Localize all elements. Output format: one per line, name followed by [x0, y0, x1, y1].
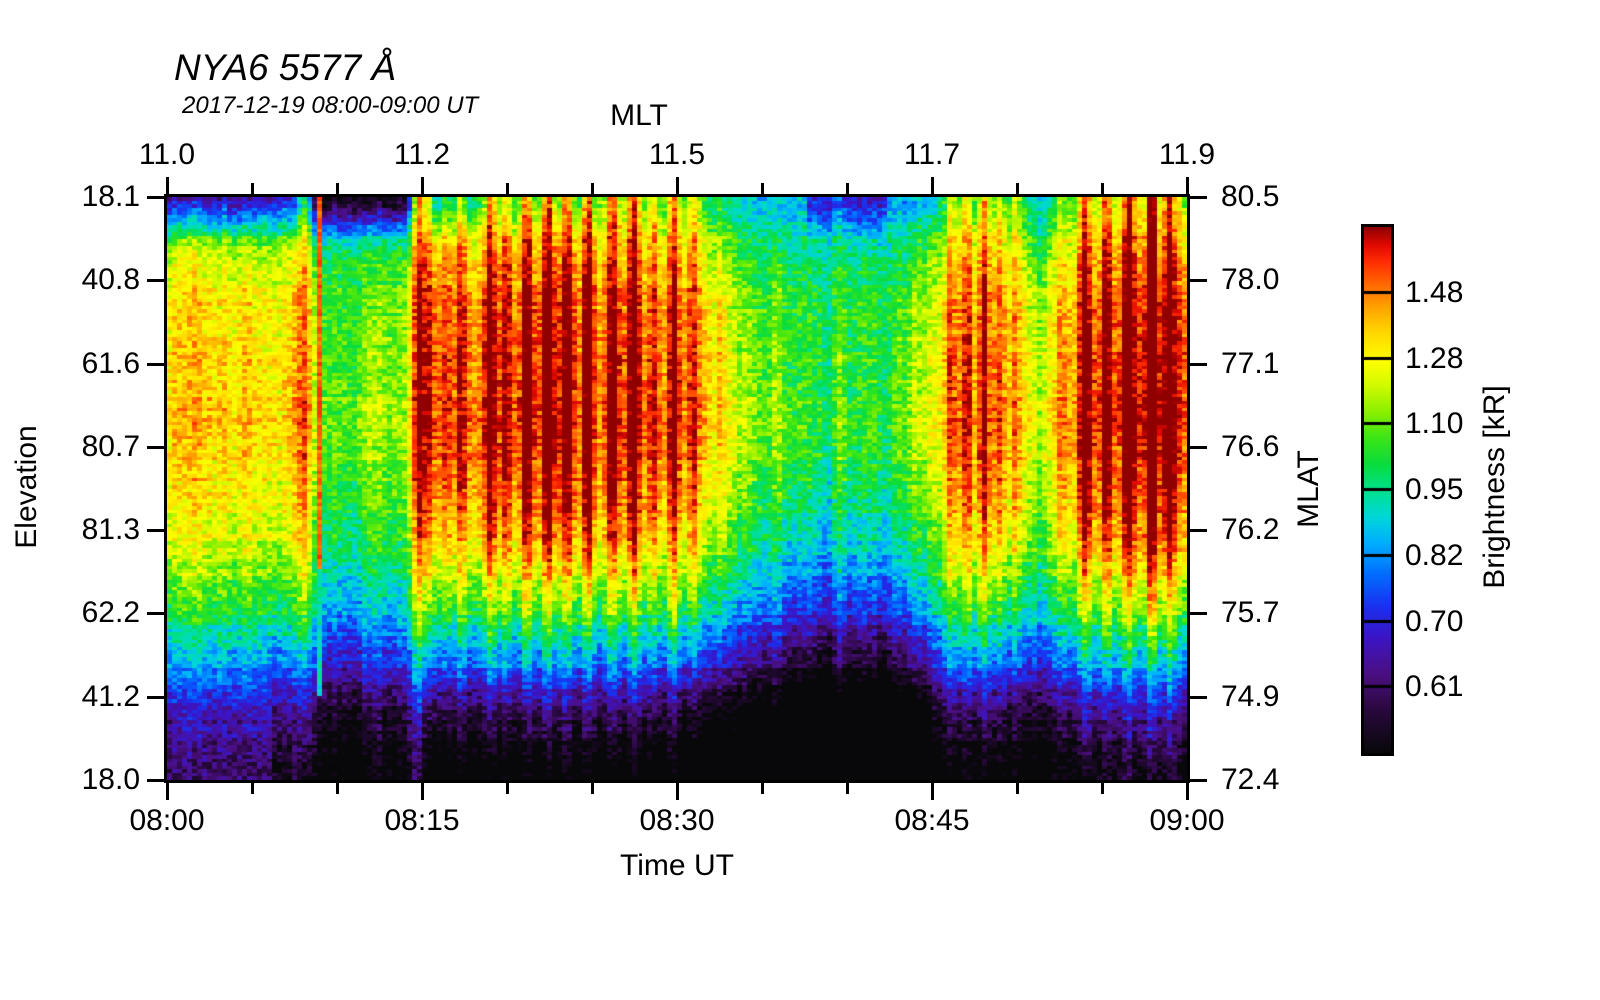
- right-tick: [1190, 696, 1207, 699]
- top-tick: [166, 177, 169, 194]
- top-tick: [1101, 183, 1104, 194]
- bottom-tick: [421, 783, 424, 800]
- right-tick-label: 77.1: [1221, 347, 1280, 380]
- plot-title: NYA6 5577 Å: [174, 47, 397, 88]
- top-tick: [761, 183, 764, 194]
- left-tick-label: 62.2: [81, 596, 140, 629]
- colorbar-frame: [1361, 224, 1394, 756]
- left-tick: [147, 446, 164, 449]
- top-tick: [336, 183, 339, 194]
- top-tick: [506, 183, 509, 194]
- bottom-tick-label: 08:00: [129, 804, 205, 837]
- right-tick: [1190, 363, 1207, 366]
- right-tick: [1190, 779, 1207, 782]
- bottom-tick: [1016, 783, 1019, 794]
- top-tick-label: 11.0: [138, 138, 196, 171]
- colorbar-gradient: [1364, 227, 1391, 753]
- left-tick: [147, 612, 164, 615]
- left-tick-label: 81.3: [81, 513, 140, 546]
- top-tick: [931, 177, 934, 194]
- colorbar-tick-label: 0.61: [1405, 670, 1464, 704]
- bottom-tick: [336, 783, 339, 794]
- colorbar-tick-label: 0.82: [1405, 538, 1464, 572]
- top-tick: [1186, 177, 1189, 194]
- bottom-tick: [591, 783, 594, 794]
- top-tick-label: 11.9: [1158, 138, 1216, 171]
- left-tick: [147, 696, 164, 699]
- right-tick-label: 80.5: [1221, 180, 1280, 213]
- top-tick: [846, 183, 849, 194]
- left-tick-label: 61.6: [81, 347, 140, 380]
- top-tick-label: 11.7: [903, 138, 961, 171]
- right-tick-label: 78.0: [1221, 263, 1280, 296]
- bottom-tick: [1186, 783, 1189, 800]
- bottom-tick: [506, 783, 509, 794]
- colorbar-tick-label: 0.95: [1405, 473, 1464, 506]
- bottom-tick: [166, 783, 169, 800]
- left-tick: [147, 779, 164, 782]
- top-tick: [421, 177, 424, 194]
- right-tick-label: 74.9: [1221, 680, 1280, 713]
- colorbar-tick-label: 1.10: [1405, 407, 1464, 441]
- top-tick: [676, 177, 679, 194]
- right-tick: [1190, 612, 1207, 615]
- top-tick-label: 11.5: [648, 138, 706, 171]
- left-tick-label: 18.1: [81, 180, 140, 213]
- bottom-tick: [251, 783, 254, 794]
- right-tick: [1190, 196, 1207, 199]
- right-tick-label: 72.4: [1221, 763, 1280, 796]
- bottom-tick: [1101, 783, 1104, 794]
- left-tick: [147, 529, 164, 532]
- bottom-axis-label: Time UT: [620, 849, 734, 882]
- left-tick: [147, 279, 164, 282]
- bottom-tick-label: 09:00: [1149, 804, 1225, 837]
- top-tick: [251, 183, 254, 194]
- bottom-tick-label: 08:30: [639, 804, 715, 837]
- left-tick-label: 40.8: [81, 263, 140, 296]
- left-tick: [147, 363, 164, 366]
- right-tick: [1190, 446, 1207, 449]
- right-tick-label: 75.7: [1221, 596, 1280, 629]
- plot-frame: [164, 194, 1190, 783]
- bottom-tick-label: 08:45: [894, 804, 970, 837]
- colorbar-tick-label: 1.28: [1405, 341, 1464, 375]
- top-tick: [1016, 183, 1019, 194]
- left-tick: [147, 196, 164, 199]
- bottom-tick: [846, 783, 849, 794]
- keogram-heatmap: [167, 197, 1187, 780]
- left-tick-label: 18.0: [81, 763, 140, 796]
- right-tick-label: 76.6: [1221, 430, 1280, 463]
- right-tick: [1190, 279, 1207, 282]
- right-tick-label: 76.2: [1221, 513, 1280, 546]
- bottom-tick: [931, 783, 934, 800]
- plot-subtitle: 2017-12-19 08:00-09:00 UT: [182, 92, 479, 119]
- bottom-tick: [676, 783, 679, 800]
- bottom-tick-label: 08:15: [384, 804, 460, 837]
- top-tick: [591, 183, 594, 194]
- left-tick-label: 80.7: [81, 430, 140, 463]
- colorbar-tick-label: 1.48: [1405, 275, 1464, 309]
- right-tick: [1190, 529, 1207, 532]
- top-tick-label: 11.2: [393, 138, 451, 171]
- colorbar-tick-label: 0.70: [1405, 604, 1464, 638]
- top-axis-label: MLT: [610, 99, 668, 132]
- bottom-tick: [761, 783, 764, 794]
- left-tick-label: 41.2: [81, 680, 140, 713]
